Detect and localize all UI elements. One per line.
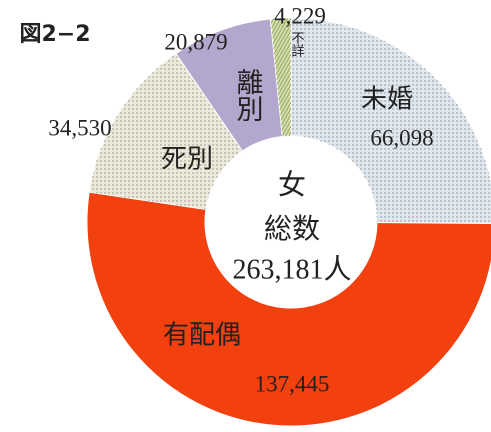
- value-label: 34,530: [48, 115, 111, 140]
- value-label: 137,445: [255, 371, 330, 396]
- value-label: 20,879: [164, 29, 227, 54]
- value-label: 66,098: [370, 125, 433, 150]
- center-label: 女: [278, 168, 306, 201]
- slice-name: 離別: [232, 68, 264, 122]
- slice-name: 死別: [161, 145, 213, 175]
- donut-slice: [290, 17, 491, 224]
- slice-name: 不詳: [289, 31, 305, 57]
- slice-name: 有配偶: [163, 321, 241, 351]
- donut-slice: [86, 191, 491, 427]
- chart-title: 図2−2: [19, 22, 90, 47]
- value-label: 4,229: [274, 3, 326, 28]
- center-label: 263,181人: [232, 254, 351, 285]
- slice-name: 未婚: [361, 85, 413, 115]
- center-label: 総数: [264, 212, 320, 245]
